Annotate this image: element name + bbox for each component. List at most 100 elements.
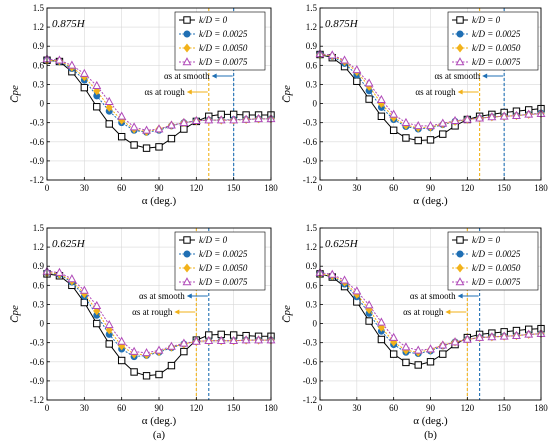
legend-entry-kd-0025: k/D = 0.0025 [472,29,521,39]
data-point-kd-0075 [55,55,64,64]
data-point-kd-0 [155,370,163,379]
height-annotation: 0.875H [52,18,86,30]
data-point-kd-0075 [512,330,521,339]
y-tick-label: 0.9 [306,261,318,271]
y-tick-label: 0.3 [33,79,45,89]
legend-marker-kd-0050 [456,263,464,273]
data-point-kd-0075 [524,329,534,338]
data-point-kd-0075 [327,50,337,59]
legend-entry-kd-0075: k/D = 0.0075 [472,57,521,67]
data-point-kd-0075 [216,335,226,345]
panel-caption: (b) [424,429,437,441]
x-tick-label: 90 [426,183,436,193]
x-tick-label: 0 [45,183,50,193]
data-point-kd-0075 [204,115,214,124]
data-point-kd-0075 [340,275,349,284]
data-point-kd-0075 [167,341,176,350]
data-point-kd-0 [389,126,398,135]
data-point-kd-0 [402,358,410,367]
y-tick-label: 0 [313,319,318,329]
data-point-kd-0 [377,335,386,344]
legend-marker-kd-0 [456,236,464,244]
data-point-kd-0075 [499,111,509,120]
x-tick-label: 180 [264,183,278,193]
data-point-kd-0 [105,120,113,128]
data-point-kd-0075 [92,300,102,310]
legend-marker-kd-0025 [183,30,191,38]
y-tick-label: -0.6 [303,137,318,147]
y-tick-label: 1.5 [33,3,45,13]
vline-label-smooth: αs at smooth [410,291,456,301]
data-point-kd-0 [93,319,101,328]
y-tick-label: 0.3 [33,299,45,309]
arrow-head-icon [186,89,192,95]
x-tick-label: 120 [190,183,204,193]
data-point-kd-0075 [204,335,214,345]
data-point-kd-0 [142,372,151,380]
data-point-kd-0075 [426,344,435,353]
legend-entry-kd-0050: k/D = 0.0050 [472,43,521,53]
arrow-head-icon [174,309,180,315]
x-axis-label: α (deg.) [413,195,448,207]
legend-marker-kd-0075 [182,277,192,286]
vline-label-rough: αs at rough [403,307,444,317]
data-point-kd-0075 [512,110,521,119]
x-tick-label: 150 [497,183,511,193]
legend-entry-kd-0: k/D = 0 [472,15,501,25]
data-point-kd-0075 [229,335,239,345]
data-point-kd-0075 [352,64,362,74]
legend-marker-kd-0050 [183,263,191,273]
legend-entry-kd-0025: k/D = 0.0025 [199,249,248,259]
data-point-kd-0075 [340,55,349,64]
x-tick-label: 0 [318,183,323,193]
x-tick-label: 30 [352,183,362,193]
legend-marker-kd-0 [456,16,464,24]
legend-entry-kd-0075: k/D = 0.0075 [199,277,248,287]
data-point-kd-0 [426,136,435,144]
data-point-kd-0075 [389,109,399,118]
y-tick-label: -0.9 [303,156,318,166]
data-point-kd-0075 [450,337,460,346]
x-tick-label: 0 [318,403,323,413]
y-tick-label: -1.2 [303,395,317,405]
data-point-kd-0 [130,141,138,149]
data-point-kd-0 [426,358,435,366]
data-point-kd-0075 [401,342,411,351]
data-point-kd-0075 [154,345,164,354]
legend-marker-kd-0075 [455,57,465,66]
height-annotation: 0.875H [325,18,359,30]
y-tick-label: 0.9 [33,261,45,271]
x-tick-label: 90 [426,403,436,413]
legend-entry-kd-0: k/D = 0 [199,15,228,25]
data-point-kd-0075 [475,113,485,122]
data-point-kd-0075 [254,114,263,123]
data-point-kd-0075 [179,117,189,126]
y-tick-label: -1.2 [303,175,317,185]
legend-marker-kd-0 [183,16,191,24]
data-point-kd-0 [377,112,386,120]
data-point-kd-0075 [376,94,386,104]
data-point-kd-0075 [487,332,497,341]
data-point-kd-0 [80,83,89,92]
data-point-kd-0 [365,95,373,103]
data-point-kd-0 [414,136,422,145]
legend: k/D = 0 k/D = 0.0025 k/D = 0.0050 k/D = 0.0… [174,231,266,291]
y-axis-label: C̄pe [281,305,293,323]
data-point-kd-0075 [364,78,374,87]
data-point-kd-0075 [154,124,164,133]
legend-entry-kd-0050: k/D = 0.0050 [199,263,248,273]
chart-panel-bottom-left: 0 30 60 90 120 150 180 1.5 1.2 0.9 0.6 0.3 0 -0.3 -0.6… [9,223,278,441]
legend-marker-kd-0025 [456,30,464,38]
y-tick-label: 1.5 [306,3,318,13]
legend: k/D = 0 k/D = 0.0025 k/D = 0.0050 k/D = 0.0… [447,231,539,291]
data-point-kd-0 [365,317,373,325]
data-point-kd-0 [117,356,126,365]
data-point-kd-0075 [55,267,64,276]
data-point-kd-0075 [426,121,435,130]
data-point-kd-0075 [79,285,89,294]
x-tick-label: 30 [80,183,90,193]
legend-marker-kd-0025 [183,250,191,258]
data-point-kd-0 [117,132,126,141]
data-point-kd-0 [402,134,410,142]
arrow-head-icon [457,293,463,299]
